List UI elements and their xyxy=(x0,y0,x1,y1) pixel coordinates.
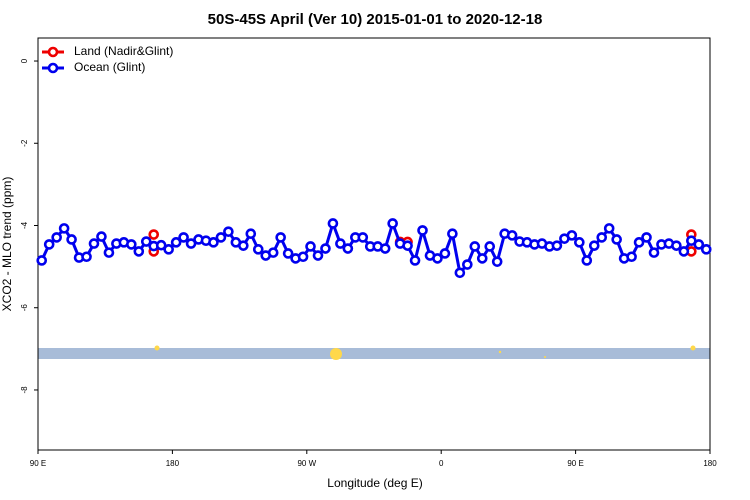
data-point xyxy=(170,237,182,248)
data-point xyxy=(402,240,413,251)
data-point xyxy=(252,244,264,255)
data-point xyxy=(312,250,324,261)
data-point xyxy=(148,229,160,240)
data-point xyxy=(215,232,227,243)
data-point xyxy=(140,236,152,247)
y-tick-label: -4 xyxy=(20,221,29,229)
data-point xyxy=(66,234,77,245)
data-point xyxy=(476,253,488,264)
x-tick-label: 180 xyxy=(703,459,717,468)
data-point xyxy=(551,240,563,251)
x-tick-label: 180 xyxy=(166,459,180,468)
y-tick-label: -8 xyxy=(20,386,29,394)
data-point xyxy=(81,251,92,263)
x-tick-label: 90 E xyxy=(567,459,583,468)
data-point xyxy=(432,253,443,264)
data-point xyxy=(462,259,473,270)
legend-label: Ocean (Glint) xyxy=(74,60,145,74)
x-tick-label: 0 xyxy=(439,459,444,468)
data-point xyxy=(603,223,615,234)
data-point xyxy=(506,230,518,241)
chart-title: 50S-45S April (Ver 10) 2015-01-01 to 202… xyxy=(208,11,543,28)
data-point xyxy=(133,246,145,257)
legend-label: Land (Nadir&Glint) xyxy=(74,44,173,58)
data-point xyxy=(641,232,652,243)
plot-frame xyxy=(37,37,711,451)
y-tick-label: 0 xyxy=(20,58,29,63)
data-point xyxy=(51,232,62,243)
data-point xyxy=(491,256,503,267)
data-point xyxy=(379,243,391,254)
data-point xyxy=(43,239,55,250)
coverage-spot xyxy=(154,345,160,351)
y-axis-label: XCO2 - MLO trend (ppm) xyxy=(0,177,14,312)
y-tick-label: -6 xyxy=(20,304,29,312)
data-point xyxy=(409,255,421,266)
data-point xyxy=(305,241,316,252)
data-point xyxy=(267,247,279,258)
legend-marker xyxy=(47,46,59,58)
coverage-spot xyxy=(690,345,696,351)
data-point xyxy=(588,240,600,251)
data-point xyxy=(439,248,451,259)
data-point xyxy=(671,240,682,251)
data-point xyxy=(208,237,219,248)
data-point xyxy=(447,228,458,240)
y-tick-label: -2 xyxy=(20,139,29,147)
data-point xyxy=(297,251,309,263)
data-point xyxy=(58,223,70,234)
data-point xyxy=(693,239,705,250)
data-point xyxy=(96,231,107,242)
data-point xyxy=(700,244,712,255)
x-axis-label: Longitude (deg E) xyxy=(327,476,422,490)
data-point xyxy=(282,248,294,259)
data-point xyxy=(178,232,189,243)
data-point xyxy=(566,230,578,241)
x-tick-label: 90 E xyxy=(30,459,46,468)
coverage-spot xyxy=(498,350,502,354)
coverage-band xyxy=(38,348,710,359)
data-point xyxy=(103,247,115,258)
data-point xyxy=(417,225,428,236)
data-point xyxy=(611,234,622,245)
data-point xyxy=(454,267,466,279)
data-point xyxy=(648,247,660,258)
data-point xyxy=(581,255,593,266)
data-point xyxy=(678,246,690,257)
data-point xyxy=(574,237,585,248)
data-point xyxy=(238,240,249,251)
data-point xyxy=(342,243,354,254)
data-point xyxy=(633,237,645,248)
data-point xyxy=(245,228,257,240)
legend-marker xyxy=(47,62,59,74)
data-point xyxy=(223,226,234,237)
data-point xyxy=(335,238,346,249)
data-point xyxy=(327,218,339,229)
coverage-spot xyxy=(544,356,546,358)
data-point xyxy=(320,243,331,254)
data-point xyxy=(596,232,608,243)
data-point xyxy=(484,241,496,252)
data-point xyxy=(387,218,398,229)
data-point xyxy=(155,239,167,251)
x-tick-label: 90 W xyxy=(297,459,316,468)
data-point xyxy=(36,255,48,266)
data-point xyxy=(88,238,100,249)
data-point xyxy=(126,239,137,250)
data-point xyxy=(185,238,197,249)
data-point xyxy=(357,232,369,243)
coverage-spot xyxy=(330,348,342,360)
data-point xyxy=(469,241,481,252)
data-point xyxy=(626,251,637,263)
data-point xyxy=(163,244,174,255)
data-point xyxy=(275,232,286,243)
